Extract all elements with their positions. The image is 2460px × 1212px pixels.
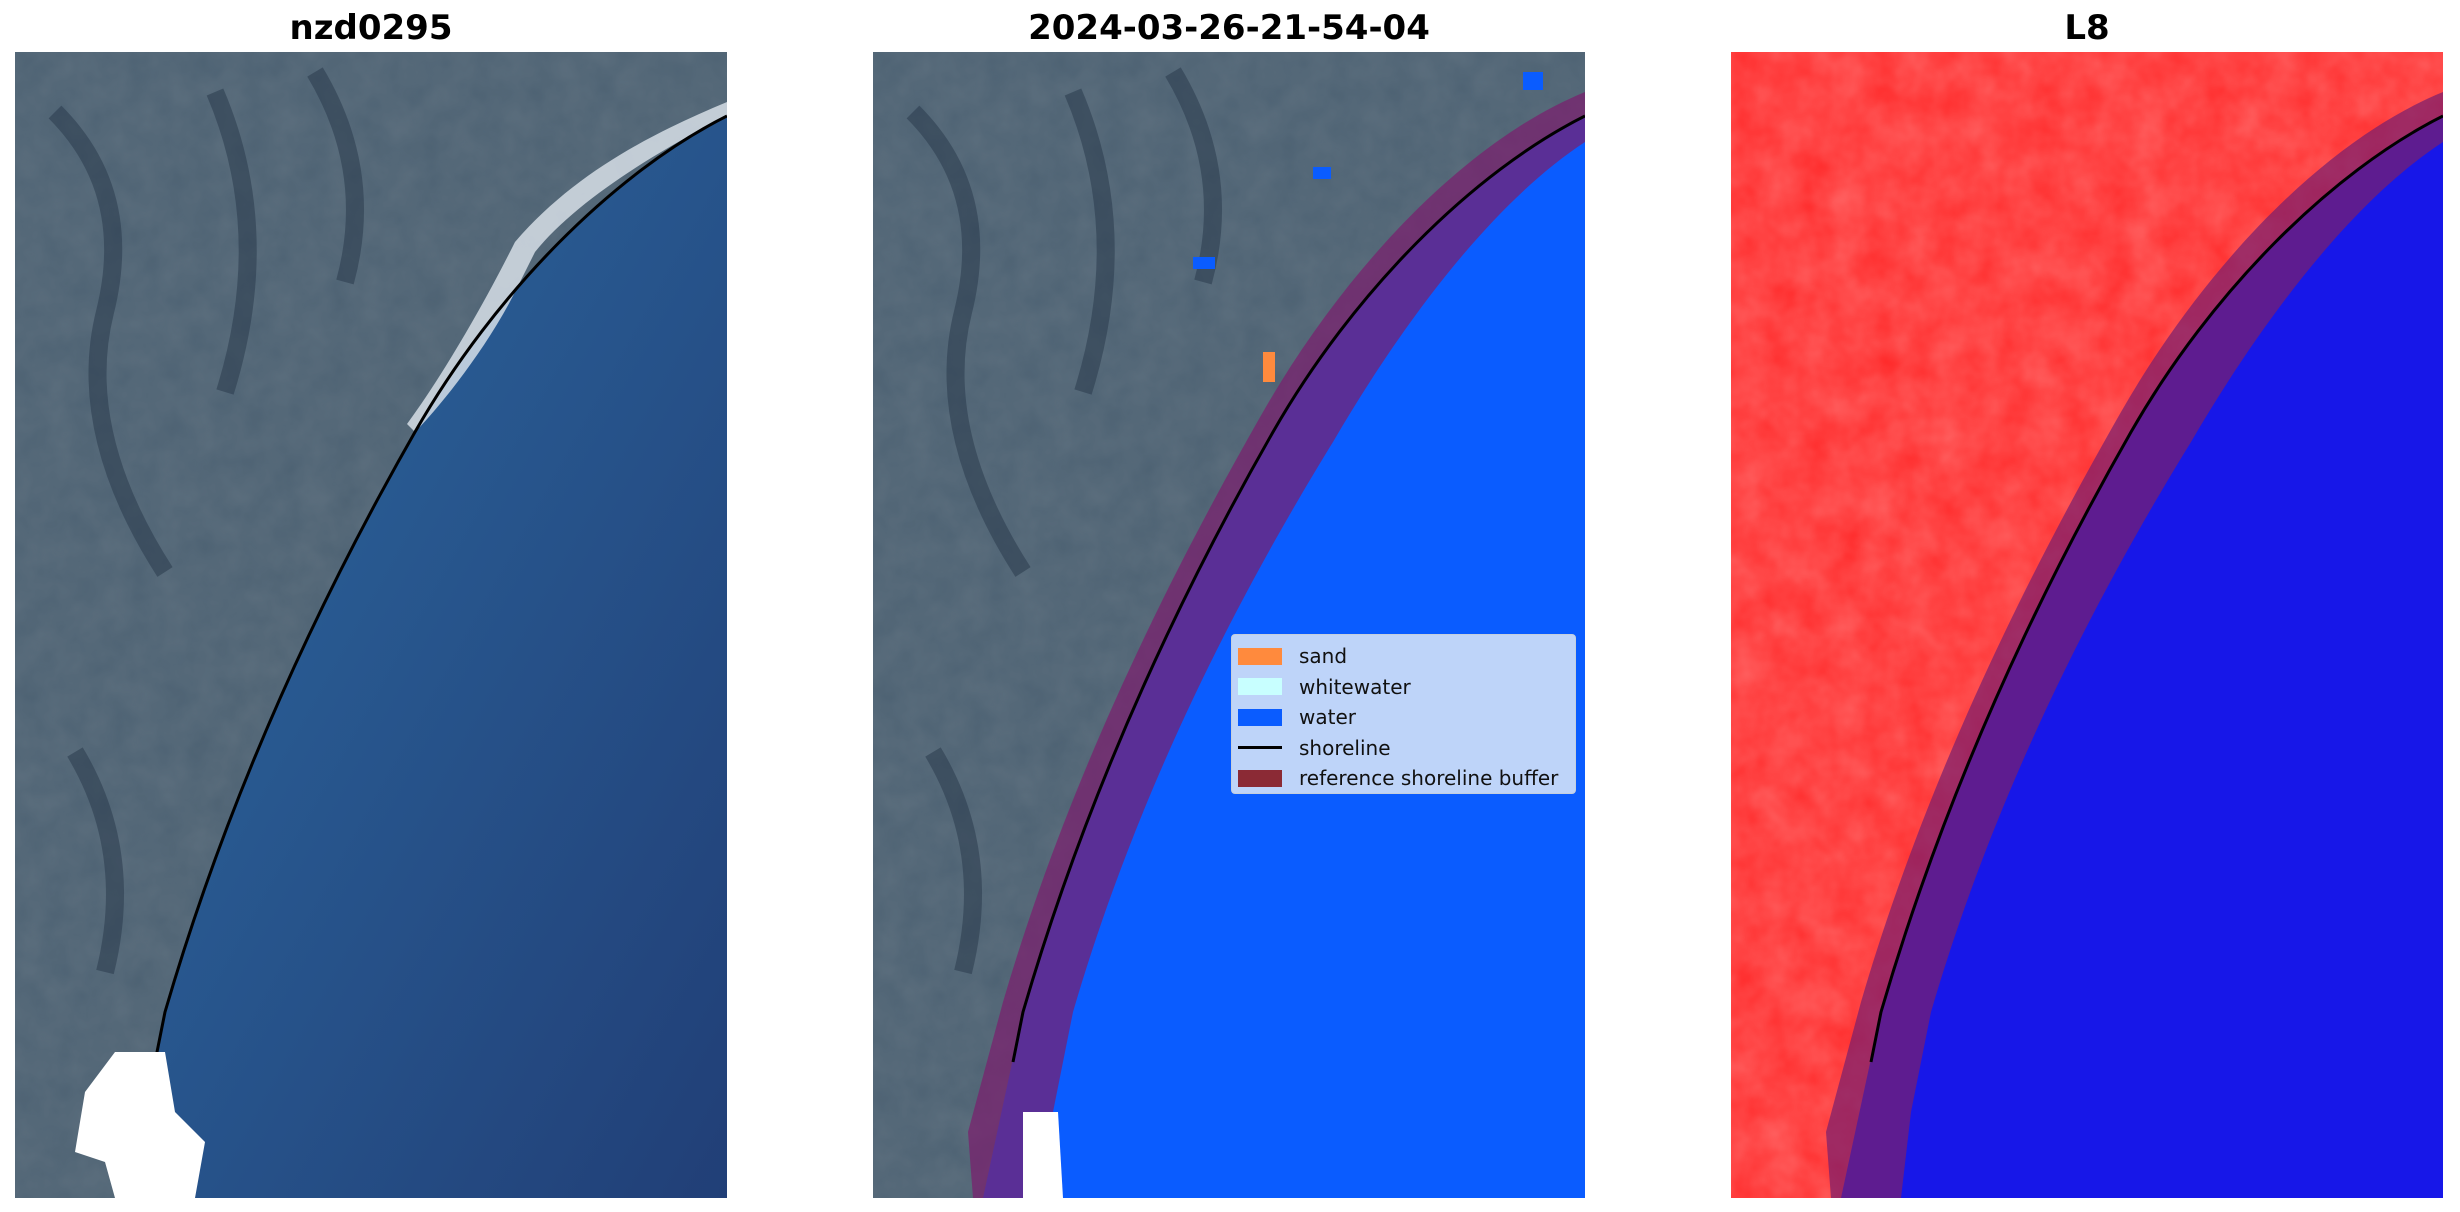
nodata-patch — [1023, 1112, 1063, 1198]
shoreline-line — [1011, 114, 1585, 1063]
shoreline-line — [1869, 114, 2443, 1063]
legend-item-water: water — [1238, 702, 1575, 733]
shoreline-line — [153, 114, 727, 1063]
sand-patch — [1263, 352, 1275, 382]
legend: sand whitewater water shoreline referenc… — [1231, 634, 1576, 794]
legend-label: sand — [1299, 644, 1348, 669]
beach-sand — [407, 102, 727, 432]
classified-image-panel — [873, 52, 1585, 1198]
legend-label: shoreline — [1299, 735, 1391, 760]
water-patch — [1313, 167, 1331, 179]
panel-title-index: L8 — [2064, 8, 2110, 48]
legend-item-sand: sand — [1238, 641, 1575, 672]
reference-buffer — [968, 92, 1585, 1198]
legend-item-shoreline: shoreline — [1238, 733, 1575, 764]
dark-ridges — [48, 67, 364, 975]
water-area — [1841, 116, 2443, 1198]
panel-title-rgb: nzd0295 — [289, 8, 453, 48]
legend-swatch — [1238, 769, 1282, 787]
water-patch — [1193, 257, 1215, 269]
water-patch — [1523, 72, 1543, 90]
panel-title-classified: 2024-03-26-21-54-04 — [1028, 8, 1430, 48]
legend-label: reference shoreline buffer — [1299, 766, 1559, 791]
sea-area — [125, 116, 727, 1198]
legend-label: water — [1299, 705, 1356, 730]
rgb-image-panel — [15, 52, 727, 1198]
nodata-patch — [75, 1052, 205, 1198]
reference-buffer — [1826, 92, 2443, 1198]
legend-item-whitewater: whitewater — [1238, 672, 1575, 703]
legend-swatch — [1238, 708, 1282, 726]
legend-line — [1238, 746, 1282, 750]
legend-item-buffer: reference shoreline buffer — [1238, 763, 1575, 794]
legend-swatch — [1238, 647, 1282, 665]
legend-label: whitewater — [1299, 674, 1411, 699]
legend-swatch — [1238, 678, 1282, 696]
index-image-panel — [1731, 52, 2443, 1198]
